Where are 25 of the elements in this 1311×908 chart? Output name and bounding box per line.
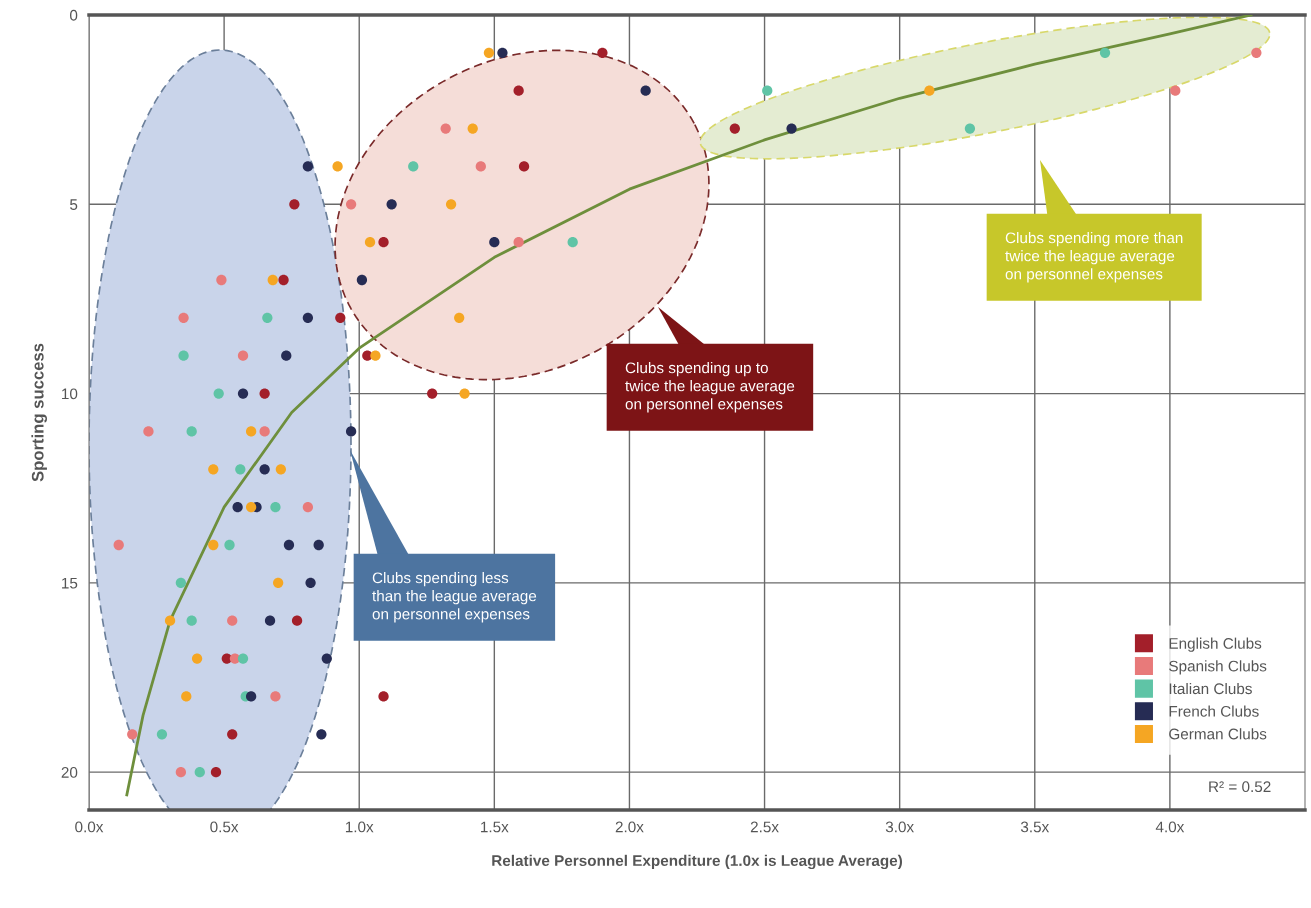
- y-tick-label: 10: [62, 388, 78, 400]
- annotation: Clubs spending less than the league average on personnel expenses: [372, 572, 537, 623]
- x-tick-label: 1.0x: [345, 821, 374, 833]
- annotation: R² = 0.52: [1209, 781, 1271, 793]
- legend-label: English Clubs: [1169, 637, 1262, 652]
- x-tick-label: 0.5x: [210, 821, 239, 833]
- x-tick-label: 3.5x: [1020, 821, 1050, 833]
- x-tick-label: 2.0x: [615, 821, 644, 833]
- y-tick-label: 5: [70, 199, 78, 210]
- x-tick-label: 3.0x: [885, 821, 914, 833]
- legend-label: Italian Clubs: [1169, 682, 1252, 695]
- y-tick-label: 0: [69, 9, 78, 21]
- legend-label: Spanish Clubs: [1169, 660, 1267, 675]
- x-tick-label: 0.0x: [75, 821, 104, 833]
- y-tick-label: 15: [62, 577, 78, 589]
- y-tick-label: 20: [61, 767, 78, 778]
- x-tick-label: 4.0x: [1155, 821, 1185, 833]
- legend-label: German Clubs: [1169, 728, 1267, 740]
- y-axis-title: Sporting success: [31, 343, 48, 482]
- annotation: Clubs spending more than twice the league average on personnel expenses: [1005, 232, 1183, 283]
- x-tick-label: 2.5x: [750, 821, 779, 833]
- x-axis-title: Relative Personnel Expenditure (1.0x is League Average): [492, 854, 903, 870]
- x-tick-label: 1.5x: [481, 821, 509, 833]
- legend-label: French Clubs: [1169, 705, 1259, 717]
- annotation: Clubs spending up to twice the league average on personnel expenses: [625, 362, 795, 413]
